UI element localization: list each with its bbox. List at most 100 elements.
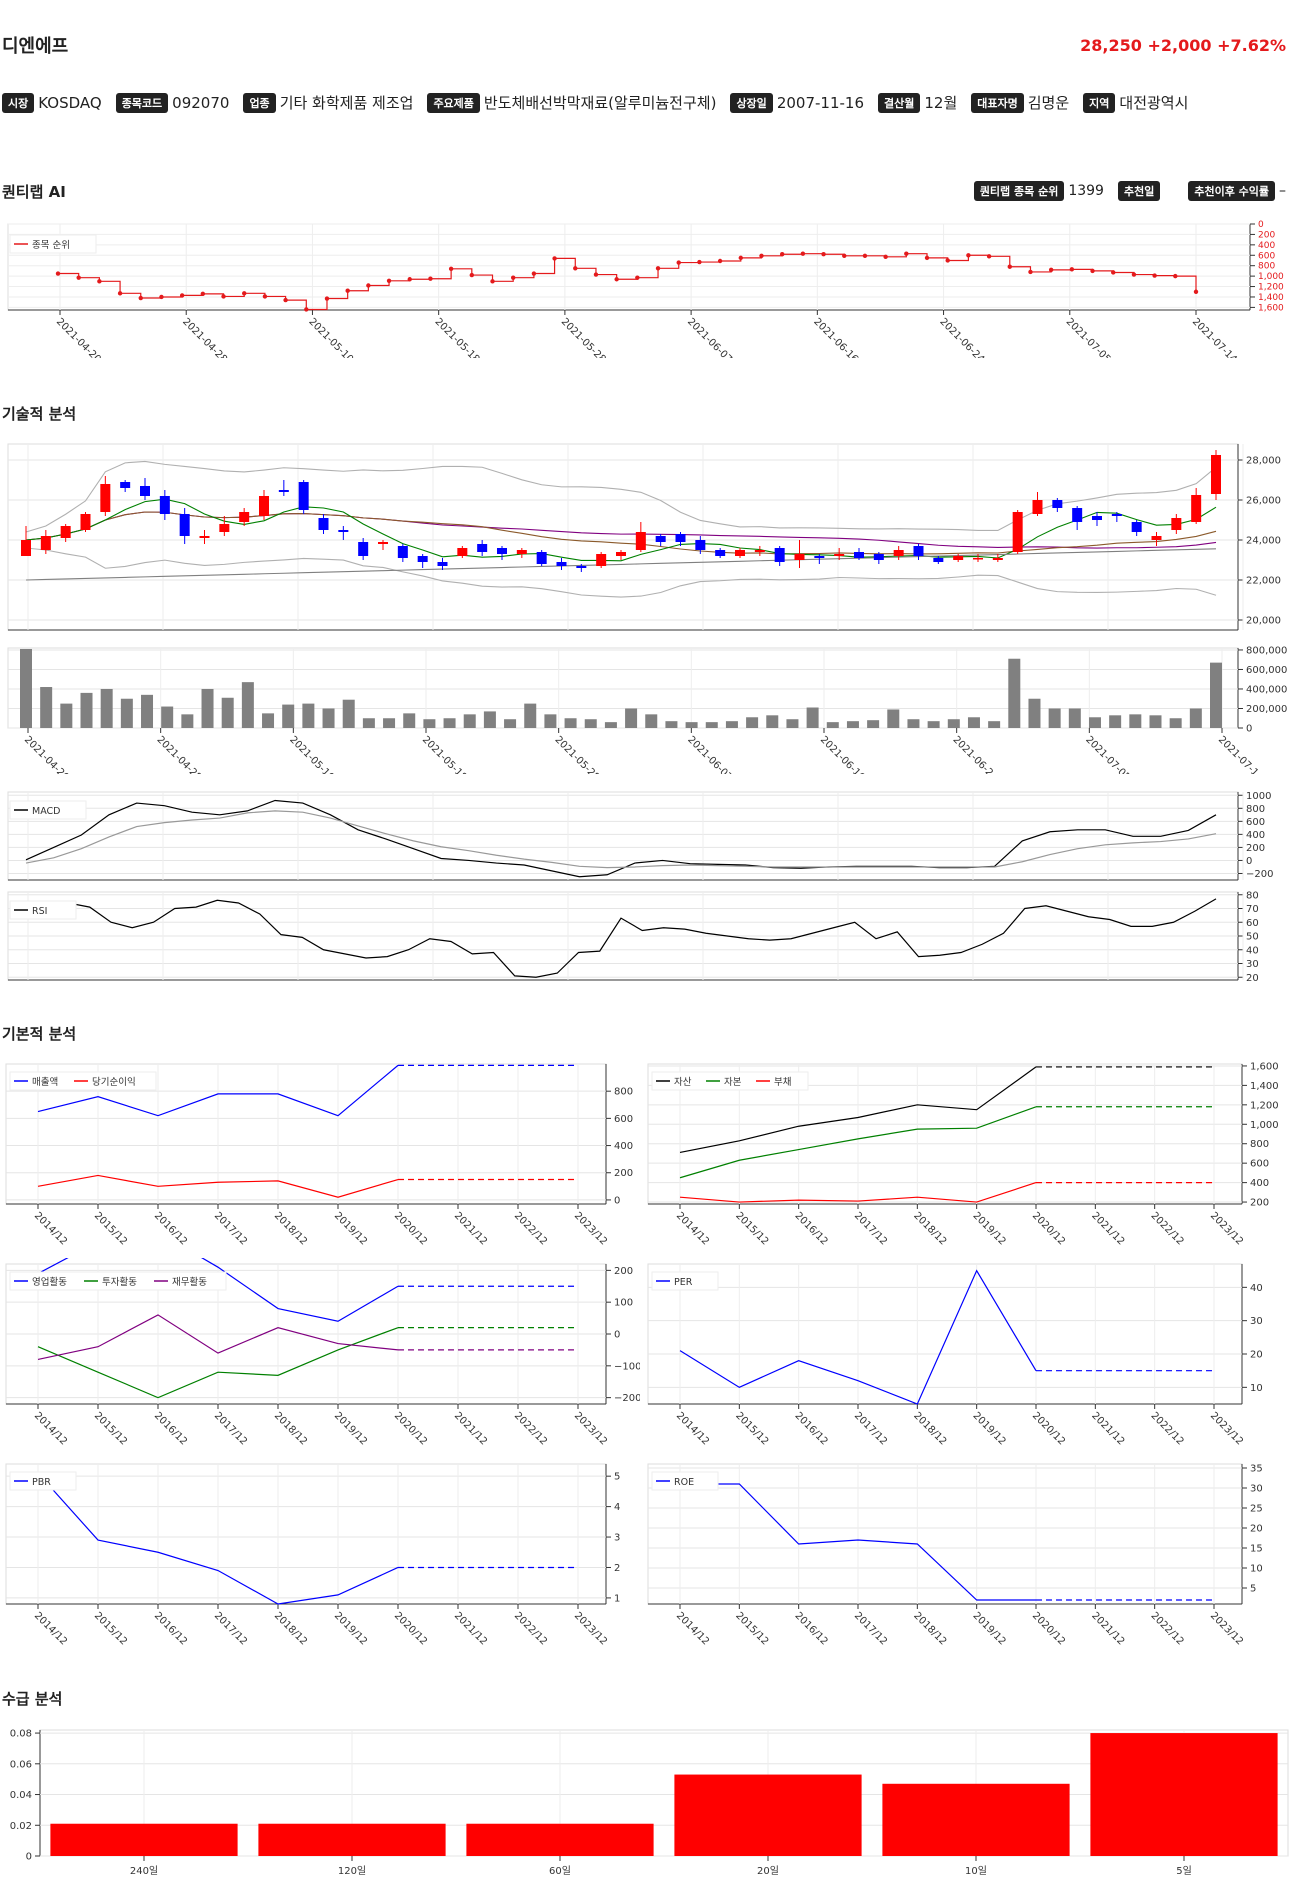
balance-series-line: [679, 1106, 1037, 1179]
y-tick-label: 200: [614, 1168, 633, 1179]
x-tick-label: 2018/12: [911, 1610, 948, 1647]
y-tick-label: 1,000: [1258, 272, 1284, 282]
rank-point: [1028, 269, 1033, 275]
volume-bar: [927, 721, 940, 728]
candle-body: [715, 550, 726, 556]
rank-point: [966, 253, 971, 258]
x-tick-label: 2021-04-20: [22, 734, 71, 774]
y-tick-label: 0: [614, 1195, 620, 1206]
volume-bar: [584, 719, 597, 728]
y-tick-label: 0: [1246, 856, 1252, 867]
candle-body: [318, 518, 329, 530]
y-tick-label: 15: [1250, 1544, 1263, 1555]
legend: ROE: [651, 1471, 719, 1491]
y-tick-label: 40: [1246, 945, 1259, 956]
rank-point: [842, 253, 847, 258]
candle-body: [616, 552, 626, 556]
rank-point: [1069, 267, 1075, 272]
volume-bar: [60, 703, 73, 728]
y-tick-label: 600: [1258, 251, 1275, 261]
balance-series-line: [679, 1066, 1037, 1154]
y-tick-label: 200: [1246, 843, 1265, 854]
info-region: 지역 대전광역시: [1083, 92, 1188, 113]
rank-point: [779, 252, 785, 257]
rank-point: [1111, 270, 1116, 275]
x-tick-label: 2021-05-28: [553, 734, 602, 774]
stock-name: 디엔에프: [2, 36, 69, 57]
volume-bar: [1109, 715, 1122, 728]
volume-bar: [383, 718, 396, 728]
y-tick-label: 2: [614, 1563, 620, 1574]
y-tick-label: 5: [614, 1472, 620, 1483]
x-tick-label: 2020/12: [1030, 1210, 1067, 1247]
legend-label: 자산: [674, 1077, 692, 1088]
x-tick-label: 2021/12: [452, 1410, 489, 1447]
volume-bar: [1068, 708, 1081, 728]
stock-info: 시장 KOSDAQ 종목코드 092070 업종 기타 화학제품 제조업 주요제품 반도…: [2, 92, 1262, 113]
macd-chart: −200 0 200 400 600 800 1000 MACD: [7, 791, 1273, 881]
candle-body: [834, 554, 845, 556]
x-tick-label: 2018/12: [272, 1410, 309, 1447]
x-tick-label: 2021/12: [1089, 1210, 1126, 1247]
x-tick-label: 2017/12: [852, 1410, 889, 1447]
volume-bar: [1189, 708, 1202, 728]
volume-bar: [1088, 717, 1101, 728]
balance-series-line: [679, 1182, 1037, 1203]
rsi-chart: 20 30 40 50 60 70 80 RSI: [7, 890, 1259, 984]
x-tick-label: 2016/12: [793, 1610, 830, 1647]
volume-bar: [504, 719, 517, 728]
candle-body: [1072, 508, 1083, 522]
info-fiscal-month: 결산월 12월: [878, 92, 957, 113]
section-supply: 수급 분석: [2, 1690, 63, 1708]
info-market: 시장 KOSDAQ: [2, 92, 102, 113]
volume-bar: [161, 706, 174, 728]
candle-body: [854, 552, 864, 558]
legend-box: [651, 1471, 719, 1491]
candle-body: [735, 550, 745, 556]
rank-point: [573, 266, 578, 271]
y-tick-label: 0.06: [10, 1759, 32, 1770]
x-tick-label: 2021-07-14: [1216, 734, 1265, 774]
macd-series-line: [25, 799, 1217, 878]
candle-body: [1092, 516, 1102, 520]
candle-body: [338, 530, 349, 532]
legend: 종목 순위: [9, 234, 97, 254]
volume-bar: [806, 707, 819, 728]
price-chart: 20,000 22,000 24,000 26,000 28,000: [7, 443, 1281, 631]
volume-bar: [1149, 715, 1162, 728]
rank-point: [304, 307, 309, 312]
x-tick-label: 2019/12: [971, 1610, 1008, 1647]
candle-body: [873, 554, 884, 560]
rank-point: [469, 272, 475, 278]
x-tick-label: 2018/12: [272, 1210, 309, 1247]
x-tick-label: 5일: [1176, 1865, 1192, 1877]
y-tick-label: 200,000: [1246, 704, 1287, 715]
legend-label: ROE: [674, 1477, 694, 1488]
rec-date-tag: 추천일: [1117, 181, 1161, 201]
volume-bar: [403, 713, 416, 728]
volume-bar: [483, 711, 496, 728]
volume-bar: [463, 714, 476, 728]
candle-body: [536, 552, 547, 564]
x-tick-label: 2022/12: [512, 1610, 549, 1647]
x-tick-label: 2015/12: [92, 1610, 129, 1647]
rank-tag: 퀀티랩 종목 순위: [973, 181, 1065, 201]
y-tick-label: 10: [1250, 1383, 1263, 1394]
x-tick-label: 2023/12: [572, 1210, 609, 1247]
y-tick-label: 25: [1250, 1504, 1263, 1515]
roe-chart: 5 10 15 20 25 30 35 2014/12 2015/12 2016/12 2017/1…: [647, 1463, 1263, 1647]
x-tick-label: 240일: [130, 1865, 158, 1877]
y-tick-label: 5: [1250, 1584, 1256, 1595]
y-tick-label: 0: [1246, 724, 1252, 735]
x-tick-label: 2018/12: [911, 1210, 948, 1247]
balance-chart: 200 400 600 800 1,000 1,200 1,400 1,600 2014/12 2…: [647, 1061, 1279, 1247]
x-tick-label: 2017/12: [852, 1210, 889, 1247]
x-tick-label: 2016/12: [793, 1410, 830, 1447]
legend-label: 부채: [774, 1077, 791, 1088]
rank-point: [800, 251, 806, 256]
x-tick-label: 2020/12: [392, 1410, 429, 1447]
y-tick-label: 20: [1246, 973, 1259, 984]
price-change: +2,000: [1147, 36, 1212, 55]
x-tick-label: 2021-06-16: [818, 734, 867, 774]
